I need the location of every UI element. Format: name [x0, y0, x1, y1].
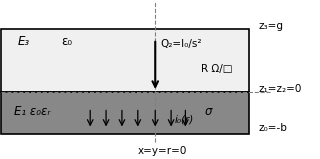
Bar — [1, 29, 249, 92]
Text: σ: σ — [204, 105, 212, 118]
Bar — [1, 92, 249, 134]
Text: z₃=g: z₃=g — [258, 21, 283, 31]
Text: i₀(r): i₀(r) — [174, 114, 194, 124]
Text: E₃: E₃ — [17, 35, 29, 48]
Text: R Ω/□: R Ω/□ — [201, 63, 233, 73]
Text: ε₀: ε₀ — [62, 35, 73, 48]
Text: x=y=r=0: x=y=r=0 — [138, 146, 187, 156]
Text: z₁=z₂=0: z₁=z₂=0 — [258, 84, 302, 94]
Text: E₁ ε₀εᵣ: E₁ ε₀εᵣ — [14, 105, 51, 118]
Text: Q₂=I₀/s²: Q₂=I₀/s² — [160, 38, 202, 48]
Text: z₀=-b: z₀=-b — [258, 123, 287, 133]
